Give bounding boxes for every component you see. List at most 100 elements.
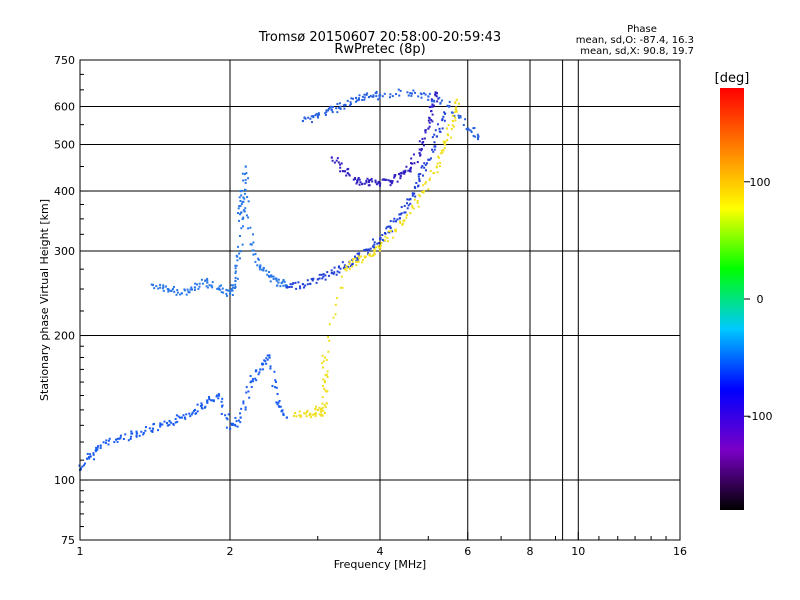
data-point bbox=[422, 144, 425, 147]
data-point bbox=[433, 148, 436, 151]
data-point bbox=[438, 96, 441, 99]
data-point bbox=[107, 443, 110, 446]
data-point bbox=[409, 198, 412, 201]
data-point bbox=[431, 120, 434, 123]
data-point bbox=[339, 267, 342, 270]
data-point bbox=[375, 183, 378, 186]
data-point bbox=[314, 415, 317, 418]
data-point bbox=[379, 244, 382, 247]
data-point bbox=[240, 227, 243, 230]
data-point bbox=[180, 292, 183, 295]
data-point bbox=[403, 211, 406, 214]
data-point bbox=[443, 147, 446, 150]
data-point bbox=[192, 410, 195, 413]
data-point bbox=[81, 465, 84, 468]
data-point bbox=[321, 396, 324, 399]
data-point bbox=[337, 161, 340, 164]
data-point bbox=[249, 243, 252, 246]
data-point bbox=[356, 257, 359, 260]
data-point bbox=[87, 456, 90, 459]
data-point bbox=[343, 268, 347, 271]
data-point bbox=[367, 253, 371, 256]
data-point bbox=[433, 171, 436, 174]
data-point bbox=[234, 270, 237, 273]
data-point bbox=[373, 248, 376, 251]
data-point bbox=[244, 178, 247, 181]
data-point bbox=[244, 188, 247, 191]
data-point bbox=[451, 124, 454, 127]
data-point bbox=[415, 181, 418, 184]
data-point bbox=[243, 197, 246, 200]
data-point bbox=[333, 266, 336, 269]
data-point bbox=[195, 412, 198, 415]
data-point bbox=[320, 413, 323, 416]
data-point bbox=[188, 412, 191, 415]
data-point bbox=[247, 216, 250, 219]
data-point bbox=[238, 235, 241, 238]
data-point bbox=[416, 200, 419, 203]
data-point bbox=[336, 297, 339, 300]
data-point bbox=[221, 287, 224, 290]
grid-lines bbox=[80, 60, 680, 540]
data-point bbox=[241, 172, 244, 175]
data-point bbox=[265, 362, 268, 365]
data-point bbox=[332, 316, 335, 319]
data-point bbox=[275, 284, 278, 287]
data-point bbox=[238, 196, 241, 199]
data-point bbox=[429, 157, 432, 160]
data-point bbox=[185, 293, 188, 296]
data-point bbox=[231, 294, 234, 297]
data-point bbox=[410, 166, 413, 169]
data-point bbox=[261, 363, 264, 366]
data-point bbox=[317, 113, 320, 116]
data-point bbox=[242, 400, 245, 403]
data-point bbox=[244, 181, 247, 184]
data-point bbox=[104, 442, 107, 445]
data-point bbox=[356, 258, 359, 261]
data-point bbox=[176, 289, 179, 292]
data-point bbox=[420, 93, 423, 96]
data-point bbox=[352, 178, 355, 181]
data-point bbox=[130, 435, 133, 438]
data-point bbox=[318, 413, 321, 416]
data-point bbox=[239, 190, 242, 193]
data-point bbox=[434, 93, 437, 96]
data-point bbox=[221, 405, 224, 408]
data-point bbox=[441, 118, 444, 121]
data-point bbox=[82, 464, 85, 467]
data-point bbox=[417, 95, 420, 98]
data-point bbox=[423, 162, 426, 165]
data-point bbox=[316, 116, 319, 119]
colorbar-tick-label: -100 bbox=[748, 410, 773, 423]
data-point bbox=[196, 410, 199, 413]
data-point bbox=[420, 148, 423, 151]
data-point bbox=[258, 268, 261, 271]
data-point bbox=[298, 414, 301, 417]
data-point bbox=[278, 399, 281, 402]
data-point bbox=[399, 172, 402, 175]
data-point bbox=[243, 173, 246, 176]
data-point bbox=[217, 287, 220, 290]
data-point bbox=[252, 380, 255, 383]
data-point bbox=[241, 217, 244, 221]
data-point bbox=[239, 213, 242, 216]
data-point bbox=[424, 131, 427, 134]
data-point bbox=[175, 414, 178, 417]
data-point bbox=[348, 262, 351, 265]
data-point bbox=[351, 265, 354, 268]
data-point bbox=[477, 138, 480, 141]
data-point bbox=[459, 115, 462, 118]
data-point bbox=[250, 243, 253, 246]
data-point bbox=[316, 114, 319, 117]
data-point bbox=[372, 253, 375, 256]
data-point bbox=[189, 415, 192, 418]
data-point bbox=[174, 421, 177, 424]
data-point bbox=[255, 379, 258, 382]
data-point bbox=[312, 116, 315, 119]
data-point bbox=[227, 413, 230, 416]
data-point bbox=[226, 418, 229, 421]
data-point bbox=[381, 178, 384, 181]
data-point bbox=[413, 162, 416, 165]
data-point bbox=[189, 288, 192, 291]
data-point bbox=[229, 292, 232, 295]
